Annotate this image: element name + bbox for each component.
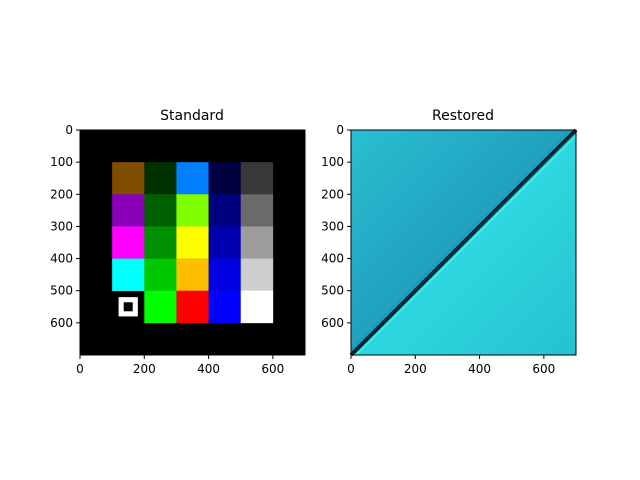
diagonal-shadow xyxy=(352,133,575,352)
restored-y-tick-label: 300 xyxy=(321,219,344,233)
diagonal-highlight xyxy=(354,134,578,357)
restored-x-tick-label: 200 xyxy=(404,362,427,376)
restored-y-tick-label: 200 xyxy=(321,187,344,201)
color-cell xyxy=(240,162,274,195)
standard-y-tick-label: 100 xyxy=(50,155,73,169)
restored-panel: Restored 0 200 400 600 0 100 200 300 400 500 600 xyxy=(321,108,578,376)
color-cell xyxy=(240,290,274,324)
standard-y-tick-label: 0 xyxy=(65,123,73,137)
color-cell xyxy=(144,162,177,195)
color-cell xyxy=(208,258,242,292)
color-cell xyxy=(112,194,145,227)
standard-y-tick-label: 300 xyxy=(50,219,73,233)
color-cell xyxy=(208,162,242,195)
color-cell xyxy=(144,258,177,292)
restored-plot-area xyxy=(349,128,578,357)
standard-x-tick-label: 0 xyxy=(76,362,84,376)
color-cell xyxy=(144,226,177,259)
color-cell xyxy=(208,290,242,324)
color-cell xyxy=(176,258,209,292)
standard-y-tick-label: 200 xyxy=(50,187,73,201)
standard-panel: Standard 0 200 400 600 0 100 200 300 400 500 600 xyxy=(50,108,306,376)
restored-y-tick-label: 400 xyxy=(321,252,344,266)
standard-plot-area xyxy=(80,130,305,355)
restored-x-tick-label: 400 xyxy=(468,362,491,376)
standard-y-tick-label: 400 xyxy=(50,252,73,266)
color-cell xyxy=(144,194,177,227)
restored-y-tick-label: 100 xyxy=(321,155,344,169)
color-cell xyxy=(240,194,274,227)
color-cell xyxy=(176,290,209,324)
color-cell xyxy=(144,290,177,324)
restored-axes: 0 200 400 600 0 100 200 300 400 500 600 xyxy=(321,123,577,376)
standard-frame xyxy=(79,129,306,356)
restored-y-tick-label: 500 xyxy=(321,284,344,298)
standard-axes: 0 200 400 600 0 100 200 300 400 500 600 xyxy=(50,123,306,376)
color-cell xyxy=(112,258,145,292)
restored-x-tick-label: 600 xyxy=(532,362,555,376)
color-cell xyxy=(208,226,242,259)
restored-title: Restored xyxy=(432,108,494,124)
restored-y-tick-label: 600 xyxy=(321,316,344,330)
color-cell xyxy=(112,162,145,195)
standard-title: Standard xyxy=(160,108,224,124)
restored-x-tick-label: 0 xyxy=(347,362,355,376)
restored-frame xyxy=(350,129,577,356)
standard-y-tick-label: 500 xyxy=(50,284,73,298)
color-cell xyxy=(176,194,209,227)
marker-inner xyxy=(123,302,133,312)
restored-y-tick-label: 0 xyxy=(336,123,344,137)
standard-y-tick-label: 600 xyxy=(50,316,73,330)
color-cell xyxy=(112,226,145,259)
color-cell xyxy=(176,162,209,195)
color-cell xyxy=(240,226,274,259)
standard-x-tick-label: 600 xyxy=(261,362,284,376)
standard-x-tick-label: 200 xyxy=(133,362,156,376)
color-cell xyxy=(240,258,274,292)
color-cell xyxy=(208,194,242,227)
standard-x-tick-label: 400 xyxy=(197,362,220,376)
color-cell xyxy=(176,226,209,259)
